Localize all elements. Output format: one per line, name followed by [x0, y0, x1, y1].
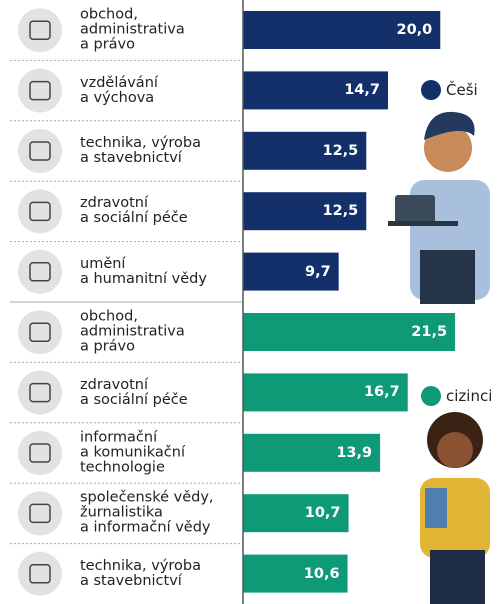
category-icon	[18, 129, 62, 173]
value-label: 13,9	[336, 444, 373, 461]
icon-glyph	[29, 80, 51, 101]
icon-glyph	[29, 141, 51, 161]
bar	[243, 433, 381, 472]
legend-label: cizinci	[446, 387, 493, 405]
category-label: obchod, administrativa a právo	[80, 6, 185, 53]
category-icon	[18, 370, 62, 415]
category-label: vzdělávání a výchova	[80, 74, 158, 106]
category-label: umění a humanitní vědy	[80, 255, 207, 287]
category-label: obchod, administrativa a právo	[80, 308, 185, 355]
category-label: technika, výroba a stavebnictví	[80, 135, 201, 166]
bar	[243, 313, 456, 351]
value-label: 12,5	[322, 203, 359, 220]
bar	[243, 373, 408, 412]
category-icon	[18, 310, 62, 355]
icon-glyph	[29, 382, 51, 403]
icon-glyph	[29, 322, 51, 342]
legend-label: Češi	[446, 81, 478, 99]
bar	[243, 192, 367, 231]
category-label: technika, výroba a stavebnictví	[80, 557, 201, 589]
bar	[243, 131, 367, 170]
category-icon	[18, 491, 62, 536]
illustration-woman	[420, 412, 490, 604]
category-icon	[18, 249, 62, 294]
category-label: informační a komunikační technologie	[80, 429, 185, 476]
legend-marker	[421, 80, 441, 100]
category-icon	[18, 431, 62, 475]
illustration-man	[388, 111, 490, 304]
category-label: společenské vědy, žurnalistika a informa…	[80, 489, 214, 536]
category-label: zdravotní a sociální péče	[80, 376, 188, 408]
icon-glyph	[29, 201, 51, 222]
icon-glyph	[29, 443, 51, 463]
category-label: zdravotní a sociální péče	[80, 195, 188, 227]
category-icon	[18, 551, 62, 596]
bar	[243, 252, 339, 291]
value-label: 16,7	[363, 384, 400, 401]
icon-glyph	[29, 503, 51, 524]
icon-glyph	[29, 20, 51, 40]
value-label: 9,7	[304, 263, 331, 280]
category-icon	[18, 189, 62, 234]
bar	[243, 11, 441, 49]
icon-glyph	[29, 262, 51, 282]
value-label: 10,6	[303, 565, 340, 582]
legend-marker	[421, 386, 441, 406]
value-label: 14,7	[344, 82, 380, 99]
bar	[243, 71, 388, 110]
value-label: 21,5	[411, 324, 448, 340]
value-label: 10,7	[304, 505, 341, 522]
category-icon	[18, 8, 62, 53]
value-label: 20,0	[396, 22, 433, 38]
bar	[243, 554, 348, 593]
bar	[243, 494, 349, 533]
value-label: 12,5	[322, 142, 359, 159]
icon-glyph	[29, 564, 51, 584]
category-icon	[18, 68, 62, 113]
